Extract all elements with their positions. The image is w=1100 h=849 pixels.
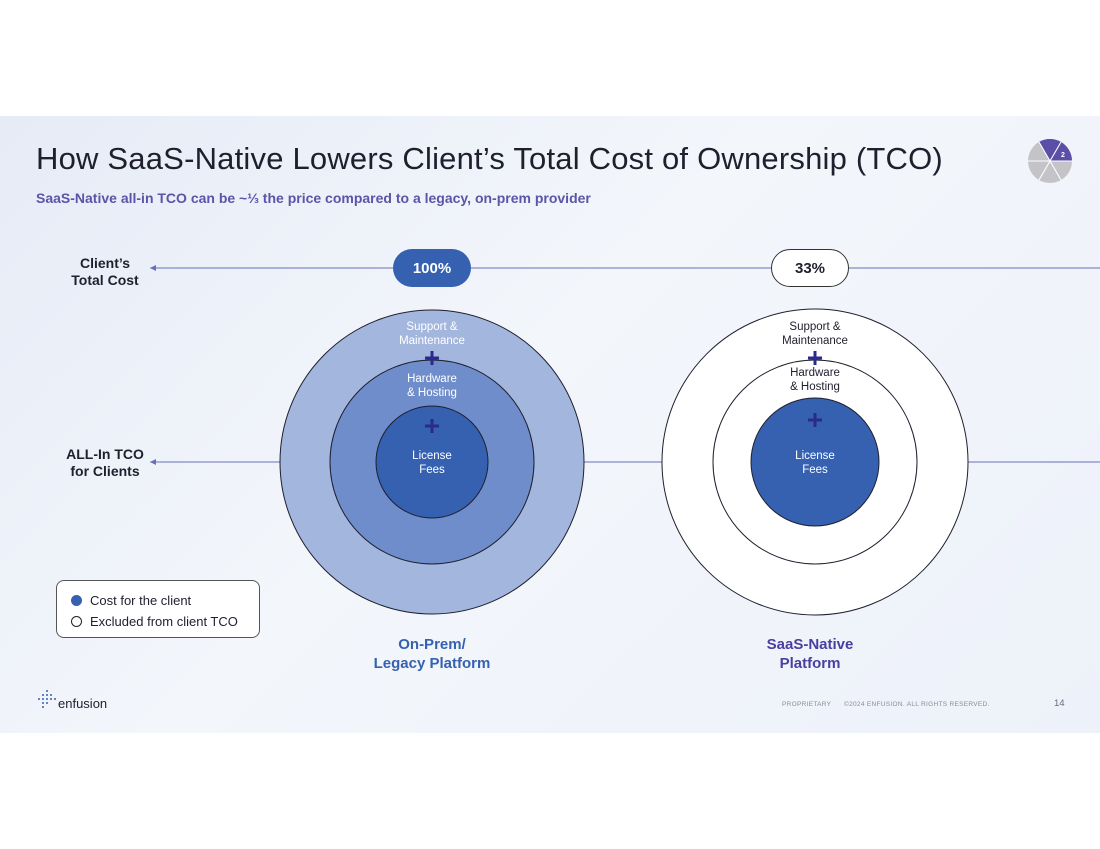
copyright-note: ©2024 ENFUSION. ALL RIGHTS RESERVED. xyxy=(844,701,990,708)
page-title: How SaaS-Native Lowers Client’s Total Co… xyxy=(36,141,943,176)
logo-text: enfusion xyxy=(58,696,108,711)
total-cost-label: Client’s Total Cost xyxy=(71,255,139,288)
saas-license-circle xyxy=(750,397,880,527)
legend-item-cost: Cost for the client xyxy=(71,590,259,611)
arrow-left-icon xyxy=(150,265,156,271)
legacy-license-circle xyxy=(375,405,489,519)
empty-circle-icon xyxy=(71,616,82,627)
all-in-tco-label: ALL-In TCO for Clients xyxy=(66,446,144,479)
enfusion-logo: enfusion xyxy=(37,689,107,711)
saas-platform-label: SaaS-Native Platform xyxy=(766,636,854,672)
legend: Cost for the client Excluded from client… xyxy=(56,580,260,638)
legacy-support-label: Support & Maintenance xyxy=(399,321,465,347)
plus-icon xyxy=(425,351,439,365)
filled-circle-icon xyxy=(71,595,82,606)
plus-icon xyxy=(808,413,822,427)
enfusion-logo-icon xyxy=(38,690,56,708)
legend-cost-label: Cost for the client xyxy=(90,593,192,608)
legacy-hardware-label: Hardware & Hosting xyxy=(407,373,457,399)
legend-excluded-label: Excluded from client TCO xyxy=(90,614,238,629)
badge-number: 2 xyxy=(1061,152,1065,159)
progress-pie-icon: 2 xyxy=(1028,139,1072,183)
saas-rings xyxy=(661,308,969,616)
legacy-platform-label: On-Prem/Legacy Platform xyxy=(373,636,491,672)
legacy-percent-pill: 100% xyxy=(393,249,471,287)
proprietary-note: PROPRIETARY xyxy=(782,701,832,708)
arrow-left-icon xyxy=(150,459,156,465)
saas-percent-pill: 33% xyxy=(771,249,849,287)
legacy-rings xyxy=(279,309,585,615)
page-number: 14 xyxy=(1054,698,1065,709)
plus-icon xyxy=(425,419,439,433)
legacy-license-label: License Fees xyxy=(412,450,452,476)
saas-support-label: Support & Maintenance xyxy=(782,321,848,347)
slide: How SaaS-Native Lowers Client’s Total Co… xyxy=(0,116,1100,733)
page-subtitle: SaaS-Native all-in TCO can be ~⅓ the pri… xyxy=(36,190,591,206)
legend-item-excluded: Excluded from client TCO xyxy=(71,611,259,632)
tco-diagram xyxy=(150,265,1100,616)
saas-license-label: License Fees xyxy=(795,450,835,476)
plus-icon xyxy=(808,351,822,365)
saas-hardware-label: Hardware & Hosting xyxy=(790,367,840,393)
